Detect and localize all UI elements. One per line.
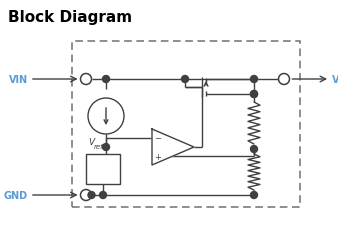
- Circle shape: [250, 76, 258, 83]
- Text: Block Diagram: Block Diagram: [8, 10, 132, 25]
- Circle shape: [80, 74, 92, 85]
- Circle shape: [250, 91, 258, 98]
- Circle shape: [102, 76, 110, 83]
- Text: −: −: [154, 134, 162, 143]
- Bar: [72, 42, 300, 207]
- Circle shape: [279, 74, 290, 85]
- Circle shape: [182, 76, 189, 83]
- Bar: [86, 154, 120, 184]
- Text: VIN: VIN: [9, 75, 28, 85]
- Circle shape: [250, 146, 258, 153]
- Text: GND: GND: [4, 190, 28, 200]
- Text: ref: ref: [94, 143, 104, 149]
- Text: +: +: [154, 152, 162, 161]
- Circle shape: [88, 98, 124, 134]
- Circle shape: [88, 192, 95, 199]
- Circle shape: [80, 190, 92, 201]
- Text: VOUT: VOUT: [332, 75, 338, 85]
- Circle shape: [250, 192, 258, 199]
- Circle shape: [99, 192, 106, 199]
- Circle shape: [102, 144, 110, 151]
- Text: V: V: [88, 137, 94, 146]
- Circle shape: [250, 91, 258, 98]
- Polygon shape: [152, 129, 194, 165]
